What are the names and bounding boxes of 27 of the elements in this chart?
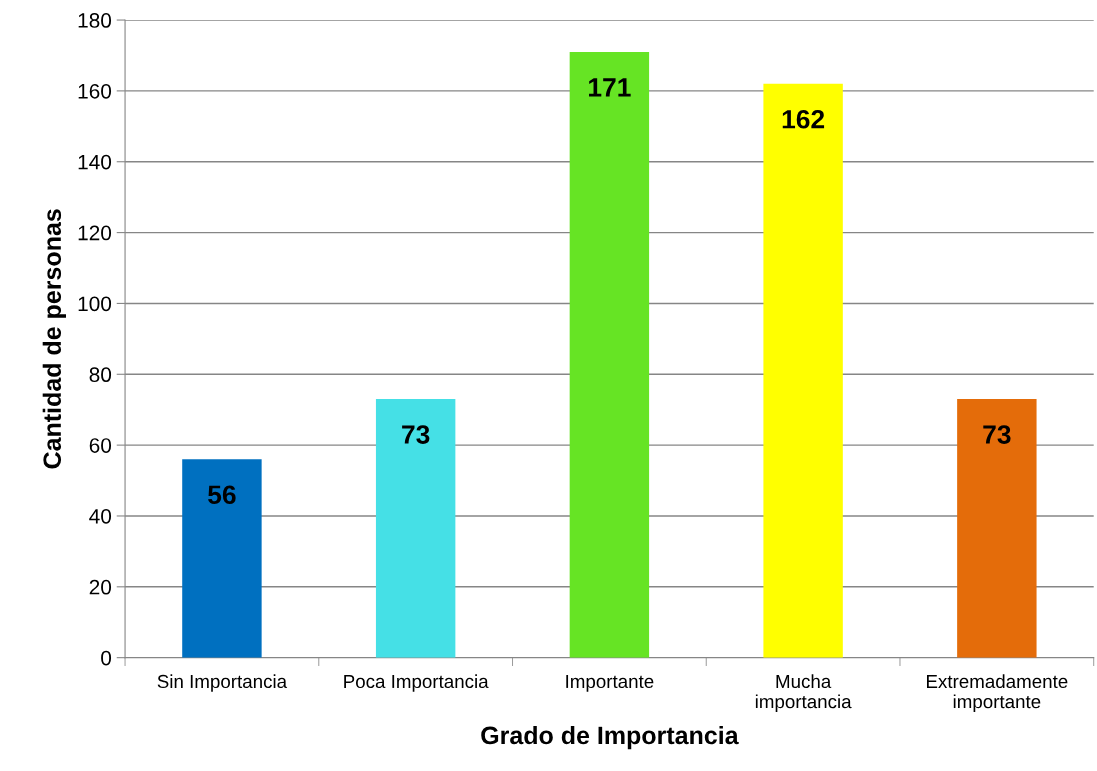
x-tick-label: Poca Importancia xyxy=(344,674,489,692)
bar xyxy=(569,51,650,658)
data-label: 162 xyxy=(782,109,825,129)
y-tick-label: 0 xyxy=(101,650,112,666)
x-tick-label: Mucha importancia xyxy=(755,674,852,712)
bar xyxy=(957,399,1037,658)
y-tick-label: 180 xyxy=(78,13,112,28)
y-tick-label: 60 xyxy=(89,438,112,453)
x-axis-title: Grado de Importancia xyxy=(481,725,739,750)
data-label: 171 xyxy=(589,78,631,97)
x-tick-label: Importante xyxy=(566,675,654,692)
y-tick-label: 20 xyxy=(89,579,112,595)
bar xyxy=(763,83,843,658)
data-label: 73 xyxy=(983,425,1011,444)
y-axis-title: Cantidad de personas xyxy=(42,209,66,469)
x-tick-label: Extremadamente importante xyxy=(927,674,1068,712)
data-label: 73 xyxy=(402,425,430,444)
data-label: 56 xyxy=(208,485,236,505)
bar xyxy=(182,459,262,658)
y-tick-label: 120 xyxy=(78,225,112,241)
y-tick-label: 140 xyxy=(78,154,112,170)
y-tick-label: 100 xyxy=(78,296,112,312)
y-tick-label: 80 xyxy=(89,367,112,383)
bar xyxy=(375,399,456,658)
y-tick-label: 160 xyxy=(78,83,112,99)
y-tick-label: 40 xyxy=(89,508,112,524)
x-tick-label: Sin Importancia xyxy=(157,674,288,692)
